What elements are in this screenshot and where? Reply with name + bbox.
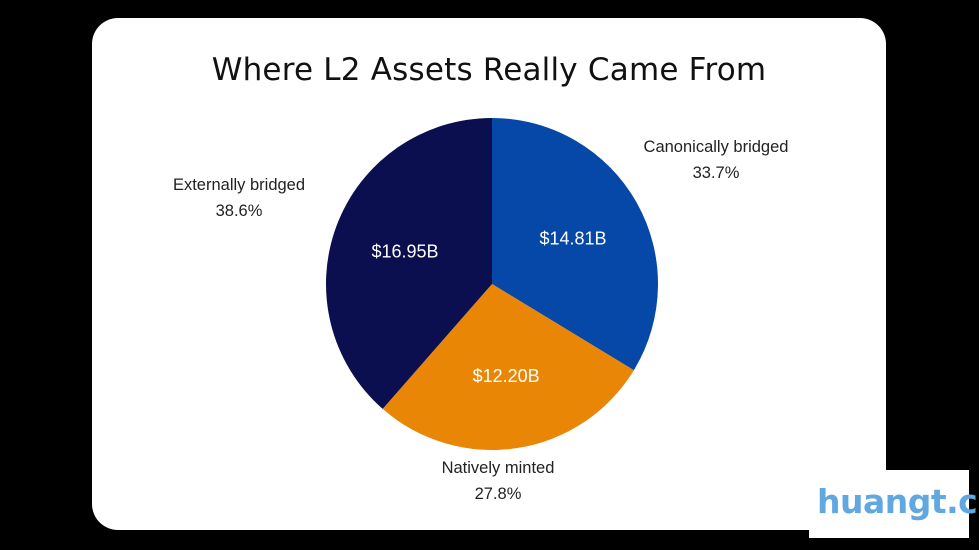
pie-slice-natively-minted — [382, 284, 634, 450]
slice-value-label: $16.95B — [371, 241, 438, 261]
chart-card: Where L2 Assets Really Came From $14.81B… — [92, 18, 886, 530]
slice-name-label: Canonically bridged — [644, 138, 789, 156]
slice-value-label: $14.81B — [539, 228, 606, 248]
pie-slice-externally-bridged — [326, 117, 492, 409]
watermark-text: huangt.cn — [817, 482, 979, 521]
pie-chart: $14.81B Canonically bridged 33.7% $12.20B Na… — [173, 117, 789, 503]
watermark-logo: huangt.cn — [809, 470, 979, 538]
slice-percent-label: 33.7% — [693, 164, 740, 182]
slice-percent-label: 27.8% — [475, 485, 522, 503]
slice-name-label: Externally bridged — [173, 176, 305, 194]
slice-name-label: Natively minted — [442, 459, 555, 477]
slice-percent-label: 38.6% — [216, 202, 263, 220]
slice-value-label: $12.20B — [473, 366, 540, 386]
chart-title: Where L2 Assets Really Came From — [211, 52, 767, 88]
pie-slice-canonically-bridged — [492, 118, 658, 371]
